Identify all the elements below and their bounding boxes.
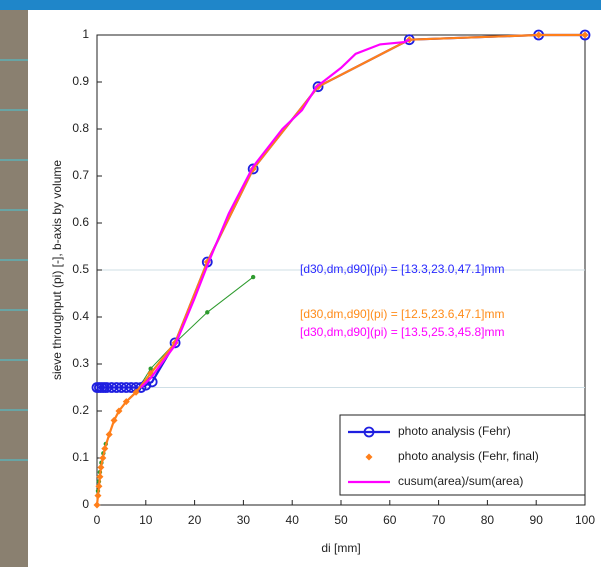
legend-label: photo analysis (Fehr) xyxy=(398,424,511,438)
marker xyxy=(110,416,118,424)
marker xyxy=(96,473,104,481)
photo-lines xyxy=(0,59,28,461)
marker xyxy=(95,482,103,490)
marker xyxy=(247,163,259,175)
legend-label: cusum(area)/sum(area) xyxy=(398,474,523,488)
y-tick-label: 0.7 xyxy=(72,168,89,182)
marker xyxy=(148,366,153,371)
marker xyxy=(93,501,101,509)
marker xyxy=(581,31,589,39)
legend-box xyxy=(339,414,586,496)
x-axis-label: di [mm] xyxy=(321,541,360,555)
y-tick-label: 1 xyxy=(82,27,89,41)
marker xyxy=(122,398,130,406)
legend-marker xyxy=(363,426,375,438)
marker xyxy=(250,274,256,280)
legend-label: photo analysis (Fehr, final) xyxy=(398,449,539,463)
x-tick-label: 100 xyxy=(575,513,595,527)
marker xyxy=(535,31,543,39)
marker xyxy=(101,445,109,453)
y-tick-label: 0.2 xyxy=(72,403,89,417)
y-tick-label: 0.5 xyxy=(72,262,89,276)
x-tick-label: 90 xyxy=(530,513,544,527)
y-tick-label: 0.3 xyxy=(72,356,89,370)
arrow xyxy=(28,274,76,290)
x-tick-label: 40 xyxy=(286,513,300,527)
annotation: [d30,dm,d90](pi) = [13.3,23.0,47.1]mm xyxy=(300,262,504,276)
x-tick-label: 10 xyxy=(139,513,153,527)
legend-marker xyxy=(365,453,373,461)
annotation: [d30,dm,d90](pi) = [13.5,25.3,45.8]mm xyxy=(300,325,504,339)
y-tick-label: 0 xyxy=(82,497,89,511)
x-tick-label: 0 xyxy=(94,513,101,527)
x-tick-label: 30 xyxy=(237,513,251,527)
x-tick-label: 50 xyxy=(334,513,348,527)
marker xyxy=(132,388,140,396)
y-tick-label: 0.1 xyxy=(72,450,89,464)
marker xyxy=(99,454,107,462)
series-line xyxy=(140,38,410,389)
marker xyxy=(94,492,102,500)
y-tick-label: 0.8 xyxy=(72,121,89,135)
marker xyxy=(169,337,181,349)
y-axis-label: sieve throughput (pi) [-], b-axis by vol… xyxy=(50,160,64,380)
x-tick-label: 20 xyxy=(188,513,202,527)
marker xyxy=(312,81,324,93)
x-tick-label: 80 xyxy=(481,513,495,527)
x-tick-label: 70 xyxy=(432,513,446,527)
y-tick-label: 0.4 xyxy=(72,309,89,323)
marker xyxy=(115,407,123,415)
y-tick-label: 0.6 xyxy=(72,215,89,229)
y-tick-label: 0.9 xyxy=(72,74,89,88)
marker xyxy=(97,463,105,471)
top-bar xyxy=(0,0,601,10)
marker xyxy=(105,431,113,438)
photo-strip xyxy=(0,10,28,567)
x-tick-label: 60 xyxy=(383,513,397,527)
marker xyxy=(205,310,210,315)
annotation: [d30,dm,d90](pi) = [12.5,23.6,47.1]mm xyxy=(300,307,504,321)
